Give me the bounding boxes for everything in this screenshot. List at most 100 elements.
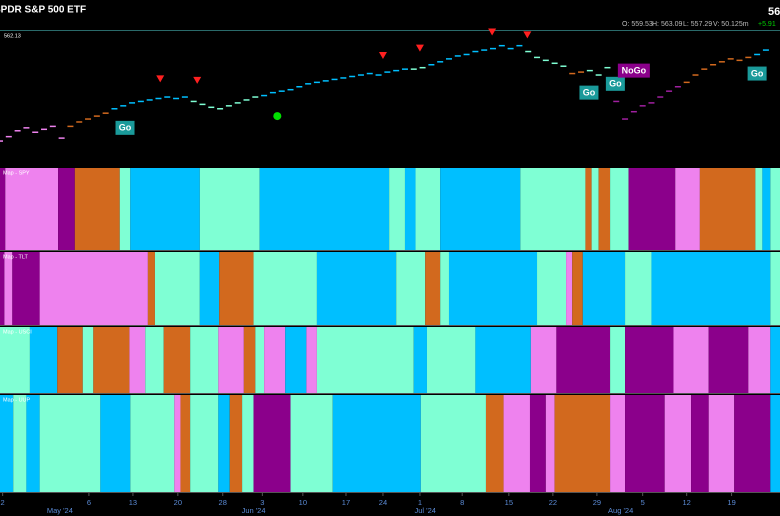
x-tick-label: 19 — [727, 498, 735, 507]
x-tick-label: 28 — [219, 498, 227, 507]
heat-segment — [762, 168, 771, 250]
heat-segment — [130, 168, 200, 250]
heat-segment — [100, 395, 131, 492]
heat-segment — [415, 168, 441, 250]
heat-segment — [57, 327, 83, 393]
panel-label: Map - TLT — [3, 254, 28, 260]
heat-segment — [529, 395, 546, 492]
heat-segment — [610, 168, 629, 250]
heat-segment — [259, 168, 390, 250]
heat-segment — [708, 327, 749, 393]
heat-segment — [316, 252, 397, 325]
heat-segment — [180, 395, 191, 492]
annotation: Go — [751, 68, 764, 78]
heat-segment — [26, 395, 40, 492]
heat-segment — [243, 327, 256, 393]
annotation: Go — [583, 88, 596, 98]
x-tick-label: 22 — [549, 498, 557, 507]
down-marker — [523, 31, 532, 39]
heat-segment — [253, 395, 291, 492]
heat-segment — [770, 395, 780, 492]
heat-segment — [610, 327, 626, 393]
heat-segment — [625, 395, 665, 492]
down-marker — [378, 51, 387, 59]
heat-segment — [566, 252, 573, 325]
heat-segment — [770, 327, 780, 393]
heat-segment — [29, 327, 58, 393]
annotation: NoGo — [622, 65, 647, 75]
chart-title: SPDR S&P 500 ETF — [0, 5, 86, 16]
change: +5.91 — [758, 21, 776, 28]
x-tick-label: 24 — [379, 498, 387, 507]
heat-segment — [290, 395, 333, 492]
month-label: May '24 — [47, 506, 73, 515]
heat-segment — [585, 168, 592, 250]
high: H: 563.09 — [652, 21, 682, 28]
x-tick-label: 2 — [1, 498, 5, 507]
heat-segment — [199, 168, 260, 250]
heat-segment — [0, 252, 5, 325]
heat-segment — [58, 168, 75, 250]
x-tick-label: 13 — [129, 498, 137, 507]
x-tick-label: 6 — [87, 498, 91, 507]
heat-segment — [708, 395, 735, 492]
x-tick-label: 12 — [683, 498, 691, 507]
heat-segment — [147, 252, 155, 325]
panel-label: Map - SPY — [3, 170, 30, 176]
heat-segment — [475, 327, 531, 393]
heat-segment — [503, 395, 530, 492]
heat-segment — [39, 395, 101, 492]
heat-segment — [145, 327, 164, 393]
annotation-box — [605, 76, 625, 91]
heat-segment — [545, 395, 555, 492]
heat-segment — [699, 168, 756, 250]
heat-segment — [253, 252, 317, 325]
heat-segment — [190, 395, 219, 492]
panel-label: Map - UUP — [3, 397, 31, 403]
heat-segment — [440, 252, 449, 325]
heat-segment — [4, 252, 13, 325]
heat-segment — [770, 168, 780, 250]
heat-segment — [39, 252, 148, 325]
down-marker — [488, 28, 497, 36]
heat-segment — [74, 168, 120, 250]
heat-segment — [332, 395, 421, 492]
low: L: 557.29 — [683, 21, 712, 28]
heat-segment — [610, 395, 626, 492]
heat-segment — [675, 168, 700, 250]
annotation-box — [617, 63, 650, 78]
heat-segment — [404, 168, 416, 250]
x-tick-label: 29 — [593, 498, 601, 507]
heat-segment — [229, 395, 243, 492]
down-marker — [193, 76, 202, 84]
heat-segment — [598, 168, 611, 250]
heat-segment — [174, 395, 181, 492]
heat-segment — [556, 327, 611, 393]
month-label: Aug '24 — [608, 506, 633, 515]
down-marker — [415, 44, 424, 52]
heat-segment — [242, 395, 254, 492]
x-tick-label: 20 — [174, 498, 182, 507]
annotation-box — [579, 85, 599, 100]
annotation: Go — [119, 123, 132, 133]
heat-segment — [554, 395, 611, 492]
price-tag: 562 — [768, 6, 780, 18]
heat-segment — [448, 252, 538, 325]
heat-segment — [425, 252, 441, 325]
heat-segment — [0, 327, 30, 393]
heat-segment — [12, 252, 40, 325]
heat-segment — [82, 327, 94, 393]
heat-segment — [199, 252, 220, 325]
volume: V: 50.125m — [713, 21, 749, 28]
heat-segment — [218, 395, 230, 492]
x-tick-label: 8 — [460, 498, 464, 507]
last-price: 562.13 — [4, 33, 21, 39]
heat-segment — [748, 327, 771, 393]
down-marker — [156, 75, 165, 83]
x-tick-label: 17 — [342, 498, 350, 507]
heat-segment — [389, 168, 405, 250]
panel-label: Map - USCI — [3, 329, 32, 335]
annotation-box — [115, 120, 135, 135]
heat-segment — [651, 252, 771, 325]
